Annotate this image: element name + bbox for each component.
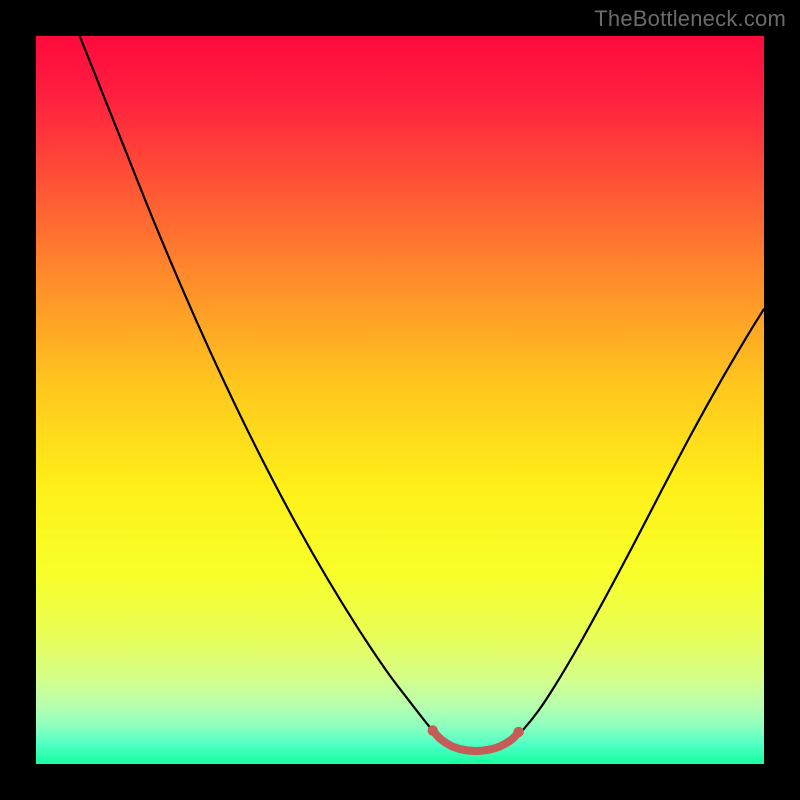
chart-frame: TheBottleneck.com xyxy=(0,0,800,800)
highlight-endcap xyxy=(428,725,438,735)
watermark-text: TheBottleneck.com xyxy=(594,6,786,32)
plot-background-gradient xyxy=(36,36,764,764)
highlight-endcap xyxy=(513,727,523,737)
bottleneck-chart xyxy=(0,0,800,800)
